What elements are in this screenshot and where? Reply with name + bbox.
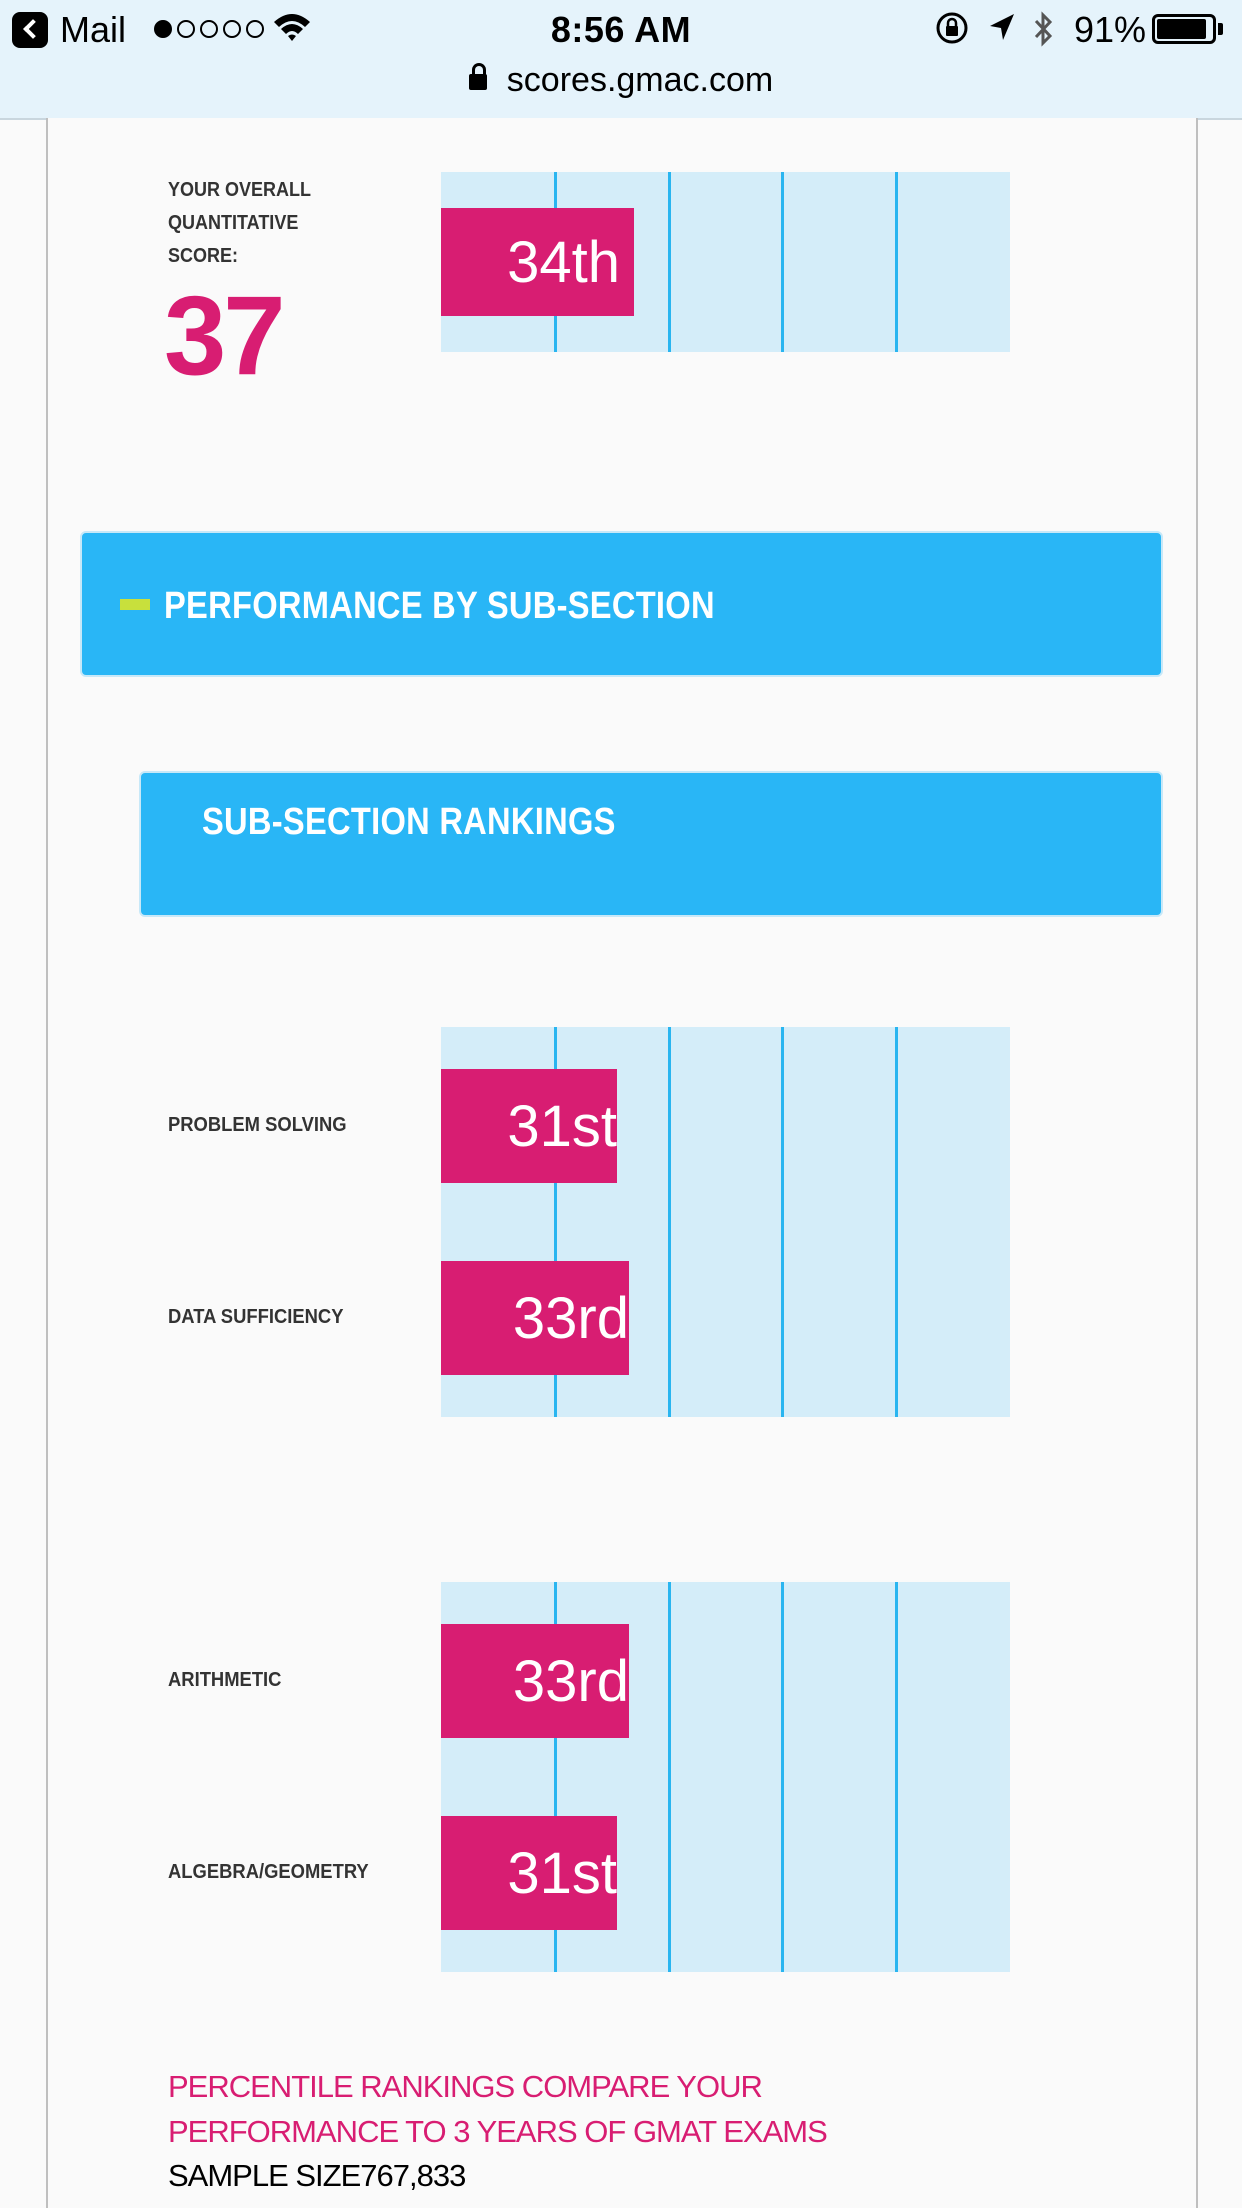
verbal-type-rankings-chart: 31st 33rd	[441, 1027, 1010, 1417]
signal-dot	[177, 20, 195, 38]
subsection-row-label: DATA SUFFICIENCY	[168, 1306, 344, 1328]
sample-size: SAMPLE SIZE767,833	[168, 2158, 466, 2193]
back-to-app-icon[interactable]	[12, 12, 48, 48]
subsection-rankings-header: SUB-SECTION RANKINGS	[139, 771, 1163, 917]
percentile-note-line: PERFORMANCE TO 3 YEARS OF GMAT EXAMS	[168, 2114, 828, 2149]
overall-label-line: SCORE:	[168, 245, 239, 267]
percentile-grid-line	[553, 1027, 557, 1417]
subsection-row-label: ARITHMETIC	[168, 1669, 282, 1691]
content-area-rankings-chart: 33rd 31st	[441, 1582, 1010, 1972]
location-arrow-icon	[990, 14, 1014, 40]
percentile-bar-label: 31st	[507, 1093, 617, 1159]
percentile-bar: 33rd	[441, 1624, 629, 1738]
percentile-grid-line	[781, 172, 785, 352]
lock-icon	[468, 63, 487, 93]
percentile-grid-line	[667, 1027, 671, 1417]
back-app-label[interactable]: Mail	[60, 9, 127, 50]
battery-fill	[1157, 19, 1206, 39]
percentile-grid-line	[781, 1582, 785, 1972]
signal-dot	[200, 20, 218, 38]
percentile-bar-label: 34th	[507, 229, 620, 295]
overall-label-line: YOUR OVERALL	[168, 179, 312, 201]
signal-strength-icon	[154, 20, 264, 38]
percentile-bar: 31st	[441, 1816, 617, 1930]
percentile-note-line: PERCENTILE RANKINGS COMPARE YOUR	[168, 2069, 763, 2104]
subsection-row-label: ALGEBRA/GEOMETRY	[168, 1861, 369, 1883]
wifi-icon	[274, 14, 310, 41]
percentile-bar: 33rd	[441, 1261, 629, 1375]
percentile-grid-line	[781, 1027, 785, 1417]
overall-percentile-chart: 34th	[441, 172, 1010, 352]
percentile-grid-line	[895, 1027, 899, 1417]
overall-label-line: QUANTITATIVE	[168, 212, 299, 234]
percentile-grid-line	[667, 172, 671, 352]
subsection-rankings-title: SUB-SECTION RANKINGS	[202, 801, 616, 843]
status-time: 8:56 AM	[550, 9, 692, 50]
percentile-grid-line	[667, 1582, 671, 1972]
bluetooth-icon	[1034, 11, 1053, 47]
percentile-bar-label: 31st	[507, 1840, 617, 1906]
signal-dot	[223, 20, 241, 38]
signal-dot	[154, 20, 172, 38]
rotation-lock-icon	[936, 12, 968, 44]
performance-by-subsection-header[interactable]: PERFORMANCE BY SUB-SECTION	[80, 531, 1163, 677]
status-bar: Mail 8:56 AM scores.gmac.com 91%	[0, 0, 1242, 120]
collapse-minus-icon[interactable]	[120, 599, 150, 610]
percentile-note: PERCENTILE RANKINGS COMPARE YOUR PERFORM…	[168, 2064, 1068, 2154]
percentile-grid-line	[895, 172, 899, 352]
battery-percent: 91%	[1074, 9, 1147, 50]
signal-dot	[246, 20, 264, 38]
subsection-row-label: PROBLEM SOLVING	[168, 1114, 347, 1136]
address-bar-url: scores.gmac.com	[506, 61, 774, 99]
performance-by-subsection-title: PERFORMANCE BY SUB-SECTION	[164, 585, 715, 627]
battery-icon	[1152, 14, 1216, 44]
percentile-bar: 34th	[441, 208, 634, 316]
percentile-grid-line	[553, 1582, 557, 1972]
percentile-bar-label: 33rd	[512, 1648, 629, 1714]
battery-cap	[1218, 23, 1223, 35]
percentile-grid-line	[895, 1582, 899, 1972]
percentile-bar-label: 33rd	[512, 1285, 629, 1351]
overall-score-label: YOUR OVERALL QUANTITATIVE SCORE:	[168, 174, 366, 273]
percentile-bar: 31st	[441, 1069, 617, 1183]
address-bar[interactable]: scores.gmac.com	[0, 58, 1242, 102]
overall-score-value: 37	[164, 273, 286, 398]
